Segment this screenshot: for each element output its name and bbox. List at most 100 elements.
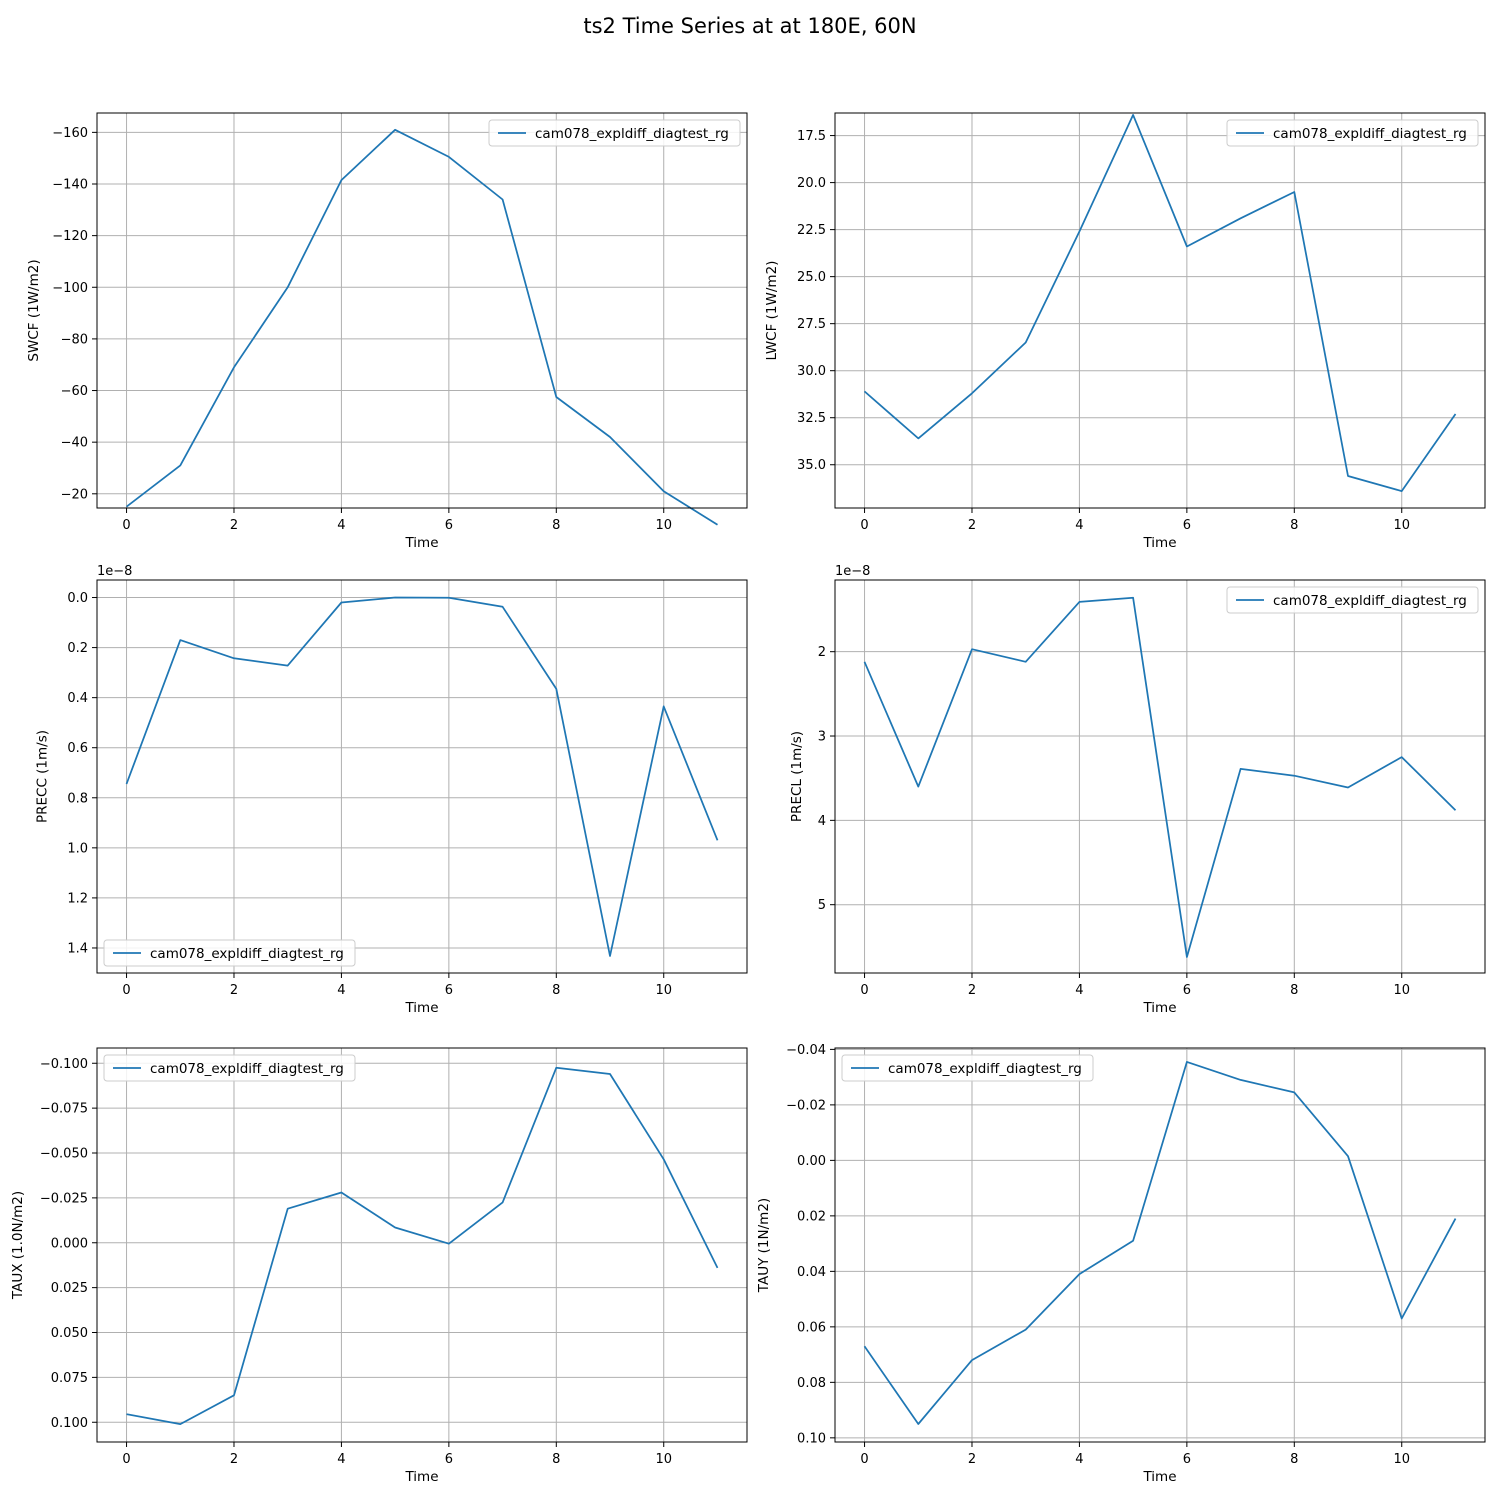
y-tick-label: −160: [52, 126, 88, 141]
y-tick-label: 0.050: [51, 1326, 88, 1341]
x-tick-label: 2: [968, 983, 976, 998]
axes-frame: [96, 1047, 748, 1443]
x-tick-label: 6: [445, 518, 453, 533]
y-tick-label: −0.075: [40, 1102, 88, 1117]
legend-box: [841, 1054, 1094, 1082]
y-tick-label: −0.025: [40, 1191, 88, 1206]
x-tick-label: 8: [552, 518, 560, 533]
series-line: [125, 128, 718, 526]
y-tick-label: 30.0: [797, 364, 826, 379]
y-tick-label: −120: [52, 229, 88, 244]
y-tick-label: 0.025: [51, 1281, 88, 1296]
y-tick-label: 25.0: [797, 270, 826, 285]
x-axis-label: Time: [404, 1469, 438, 1485]
x-tick-label: 10: [655, 983, 672, 998]
legend-box: [103, 1054, 356, 1082]
y-tick-label: −0.02: [786, 1098, 826, 1113]
x-tick-label: 0: [122, 983, 130, 998]
y-tick-label: 0.10: [797, 1431, 826, 1446]
y-tick-label: 0.100: [51, 1416, 88, 1431]
y-offset-text: 1e−8: [835, 564, 870, 579]
subplot-6: 0 2 4 6 8 10 −0.04 −0.02 0.00 0.02 0.04 0.06 0.08 0.1…: [756, 1043, 1486, 1485]
y-tick-label: 0.8: [67, 791, 88, 806]
axes-frame: [96, 112, 748, 509]
x-tick-label: 6: [1183, 1452, 1191, 1467]
y-tick-label: 0.0: [67, 591, 88, 606]
y-tick-label: 22.5: [797, 223, 826, 238]
x-axis-label: Time: [404, 1000, 438, 1016]
y-tick-label: 0.2: [67, 641, 88, 656]
y-tick-label: 0.02: [797, 1209, 826, 1224]
subplot-5: 0 2 4 6 8 10 −0.100 −0.075 −0.050 −0.025 0.000 0.02…: [10, 1047, 748, 1485]
x-tick-label: 2: [968, 518, 976, 533]
legend: cam078_expldiff_diagtest_rg: [841, 1054, 1094, 1082]
y-axis-label: TAUY (1N/m2): [756, 1198, 772, 1293]
y-tick-label: −0.04: [786, 1043, 826, 1058]
series-line: [863, 114, 1457, 492]
y-axis-label: PRECL (1m/s): [789, 731, 805, 822]
legend: cam078_expldiff_diagtest_rg: [1226, 119, 1479, 147]
x-tick-label: 4: [1075, 1452, 1083, 1467]
x-tick-label: 10: [1393, 518, 1410, 533]
x-tick-label: 6: [445, 1452, 453, 1467]
series-line: [125, 596, 719, 957]
y-tick-label: 4: [818, 814, 826, 829]
x-tick-label: 0: [860, 1452, 868, 1467]
x-tick-label: 4: [1075, 518, 1083, 533]
y-tick-label: 17.5: [797, 129, 826, 144]
legend-label: cam078_expldiff_diagtest_rg: [535, 126, 729, 142]
figure-title: ts2 Time Series at at 180E, 60N: [583, 14, 917, 38]
x-tick-label: 4: [1075, 983, 1083, 998]
subplot-3: 0 2 4 6 8 10 0.0 0.2 0.4 0.6 0.8 1.0 1.2 1.4 Time PRECC…: [34, 564, 748, 1016]
series-line: [863, 596, 1457, 958]
x-tick-label: 2: [230, 1452, 238, 1467]
x-tick-label: 0: [122, 518, 130, 533]
x-tick-label: 0: [122, 1452, 130, 1467]
y-tick-label: −20: [61, 487, 88, 502]
legend: cam078_expldiff_diagtest_rg: [103, 939, 356, 967]
y-tick-label: −140: [52, 177, 88, 192]
x-tick-label: 10: [655, 518, 672, 533]
x-tick-label: 8: [1290, 983, 1298, 998]
y-tick-label: −0.100: [40, 1057, 88, 1072]
y-tick-label: 1.2: [67, 891, 88, 906]
y-tick-label: 3: [818, 730, 826, 745]
x-axis-label: Time: [1142, 1000, 1176, 1016]
y-tick-label: 2: [818, 645, 826, 660]
y-tick-label: 0.6: [67, 741, 88, 756]
x-tick-label: 6: [1183, 518, 1191, 533]
y-tick-label: 0.00: [797, 1154, 826, 1169]
x-axis-label: Time: [1142, 535, 1176, 551]
x-tick-label: 8: [552, 1452, 560, 1467]
y-tick-label: 5: [818, 898, 826, 913]
y-offset-text: 1e−8: [97, 564, 132, 579]
legend-box: [103, 939, 356, 967]
x-axis-label: Time: [1142, 1469, 1176, 1485]
subplot-1: 0 2 4 6 8 10 −20 −40 −60 −80 −100 −120 −140 −160 Time S…: [26, 112, 748, 551]
y-axis-label: SWCF (1W/m2): [26, 259, 42, 361]
legend: cam078_expldiff_diagtest_rg: [488, 119, 741, 147]
axes-frame: [834, 579, 1486, 974]
y-tick-label: 0.4: [67, 691, 88, 706]
y-tick-label: −100: [52, 281, 88, 296]
legend-label: cam078_expldiff_diagtest_rg: [1273, 126, 1467, 142]
x-tick-label: 8: [552, 983, 560, 998]
legend: cam078_expldiff_diagtest_rg: [1226, 586, 1479, 614]
x-tick-label: 2: [230, 518, 238, 533]
x-tick-label: 0: [860, 518, 868, 533]
x-tick-label: 10: [655, 1452, 672, 1467]
x-tick-label: 10: [1393, 983, 1410, 998]
legend-box: [1226, 119, 1479, 147]
y-tick-label: 0.04: [797, 1265, 826, 1280]
y-tick-label: 20.0: [797, 176, 826, 191]
y-tick-label: 27.5: [797, 317, 826, 332]
y-tick-label: 0.06: [797, 1320, 826, 1335]
y-tick-label: −80: [61, 332, 88, 347]
y-axis-label: LWCF (1W/m2): [764, 261, 780, 361]
y-tick-label: 35.0: [797, 458, 826, 473]
legend-label: cam078_expldiff_diagtest_rg: [888, 1061, 1082, 1077]
y-tick-label: −0.050: [40, 1147, 88, 1162]
legend-label: cam078_expldiff_diagtest_rg: [150, 1061, 344, 1077]
